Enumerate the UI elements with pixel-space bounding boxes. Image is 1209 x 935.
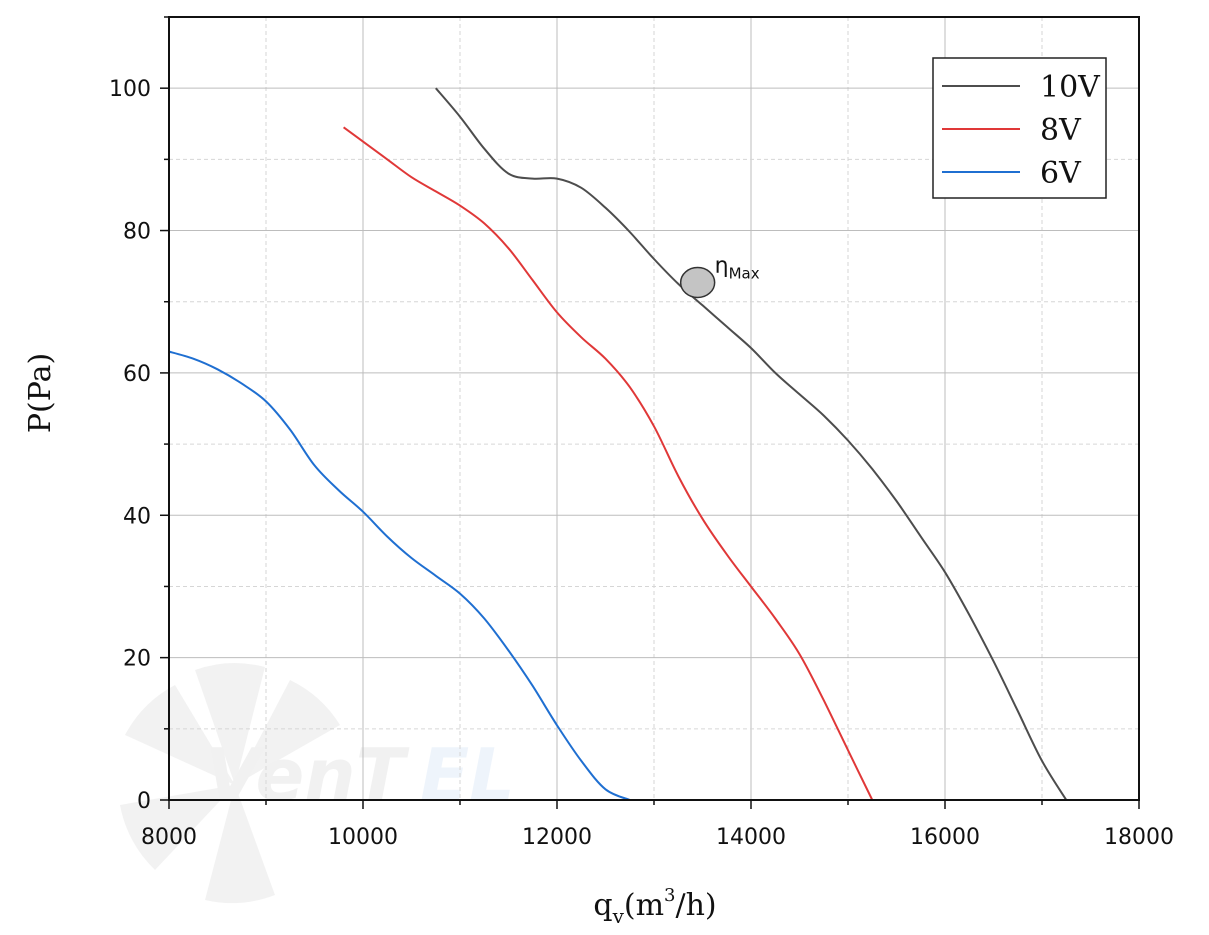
y-tick-label: 80 [123,220,151,245]
x-tick-label: 10000 [328,825,398,850]
tick-labels: 8000 10000 12000 14000 16000 18000 0 20 40 60 80 10… [109,77,1174,850]
svg-text:EL: EL [420,733,515,817]
x-tick-label: 18000 [1104,825,1174,850]
legend: 10V 8V 6V [932,57,1107,199]
x-axis-unit-post: /h) [676,888,717,923]
svg-text:VenT: VenT [205,733,410,817]
y-tick-label: 100 [109,77,151,102]
y-axis-title: P(Pa) [23,353,58,433]
svg-text:ηMax: ηMax [715,254,760,283]
legend-label-10v: 10V [1040,70,1101,105]
x-tick-label: 12000 [522,825,592,850]
eta-max-marker [679,266,716,299]
eta-subscript: Max [729,265,760,283]
x-tick-label: 16000 [910,825,980,850]
x-axis-symbol: q [593,888,612,923]
x-tick-label: 8000 [141,825,197,850]
series-line-10v [435,87,1068,801]
series-line-8v [343,126,874,801]
eta-max-annotation: ηMax [679,254,760,299]
y-tick-label: 0 [137,789,151,814]
legend-label-6v: 6V [1040,156,1082,191]
legend-label-8v: 8V [1040,113,1082,148]
series-line-6v [168,350,631,801]
axes [160,16,1140,809]
series-lines [168,87,1068,801]
x-axis-unit-pre: (m [624,888,664,923]
y-tick-label: 20 [123,647,151,672]
eta-symbol: η [715,254,729,279]
ventel-watermark-logo: VenT EL [120,663,515,904]
y-tick-label: 60 [123,362,151,387]
x-axis-title: qv(m3/h) [593,885,716,928]
x-axis-subscript: v [612,904,625,928]
x-tick-label: 14000 [716,825,786,850]
x-axis-unit-superscript: 3 [664,885,675,906]
y-tick-label: 40 [123,504,151,529]
